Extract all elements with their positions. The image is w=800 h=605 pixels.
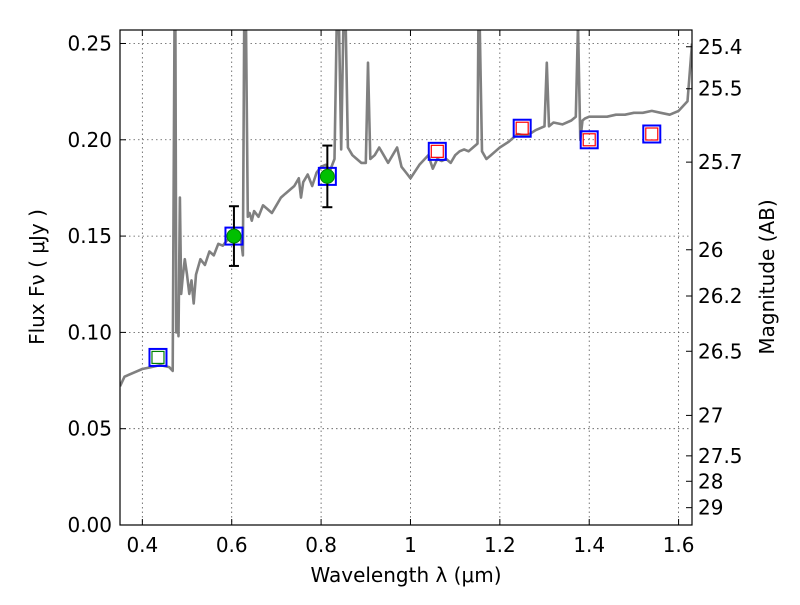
limit-square: [645, 127, 659, 141]
y-tick-label: 0.15: [67, 224, 112, 248]
right-tick-label: 28: [698, 469, 723, 493]
right-tick-label: 25.7: [698, 150, 743, 174]
model-square: [427, 141, 447, 161]
model-square: [579, 130, 599, 150]
model-square: [642, 124, 662, 144]
marker-layer: [148, 118, 662, 367]
plot-frame: [119, 29, 693, 526]
sed-line: [120, 30, 692, 387]
right-tick-label: 27: [698, 403, 723, 427]
model-square: [148, 347, 168, 367]
x-tick-label: 0.8: [305, 533, 337, 557]
y-tick-label: 0.10: [67, 320, 112, 344]
x-axis-label: Wavelength λ (μm): [310, 563, 501, 587]
right-tick-label: 27.5: [698, 444, 743, 468]
x-tick-label: 0.4: [126, 533, 158, 557]
right-axis-label: Magnitude (AB): [755, 199, 779, 354]
limit-square: [151, 350, 165, 365]
right-tick-label: 29: [698, 496, 723, 520]
right-tick-label: 25.4: [698, 35, 743, 59]
observed-point: [319, 168, 335, 184]
x-tick-label: 1.4: [573, 533, 605, 557]
y-tick-label: 0.25: [67, 31, 112, 55]
right-tick-label: 26: [698, 238, 723, 262]
right-tick-label: 26.2: [698, 284, 743, 308]
y-tick-label: 0.20: [67, 128, 112, 152]
limit-square: [515, 121, 529, 135]
x-tick-label: 1: [404, 533, 417, 557]
y-tick-label: 0.00: [67, 513, 112, 537]
right-tick-label: 26.5: [698, 339, 743, 363]
x-tick-label: 1.6: [663, 533, 695, 557]
line-layer: [120, 30, 692, 387]
limit-square: [582, 133, 596, 147]
x-tick-label: 1.2: [484, 533, 516, 557]
y-tick-label: 0.05: [67, 417, 112, 441]
limit-square: [430, 144, 444, 158]
y-axis-label: Flux Fν ( μJy ): [25, 209, 49, 345]
right-tick-label: 25.5: [698, 77, 743, 101]
model-square: [512, 118, 532, 138]
grid-layer: [120, 30, 692, 526]
x-tick-label: 0.6: [216, 533, 248, 557]
observed-point: [226, 228, 242, 244]
axis-layer: 0.4 0.6 0.8 1 1.2 1.4 1.6 0.00 0.05 0.10 0.15 0.20 0…: [67, 30, 743, 557]
plot-area: [120, 30, 692, 387]
